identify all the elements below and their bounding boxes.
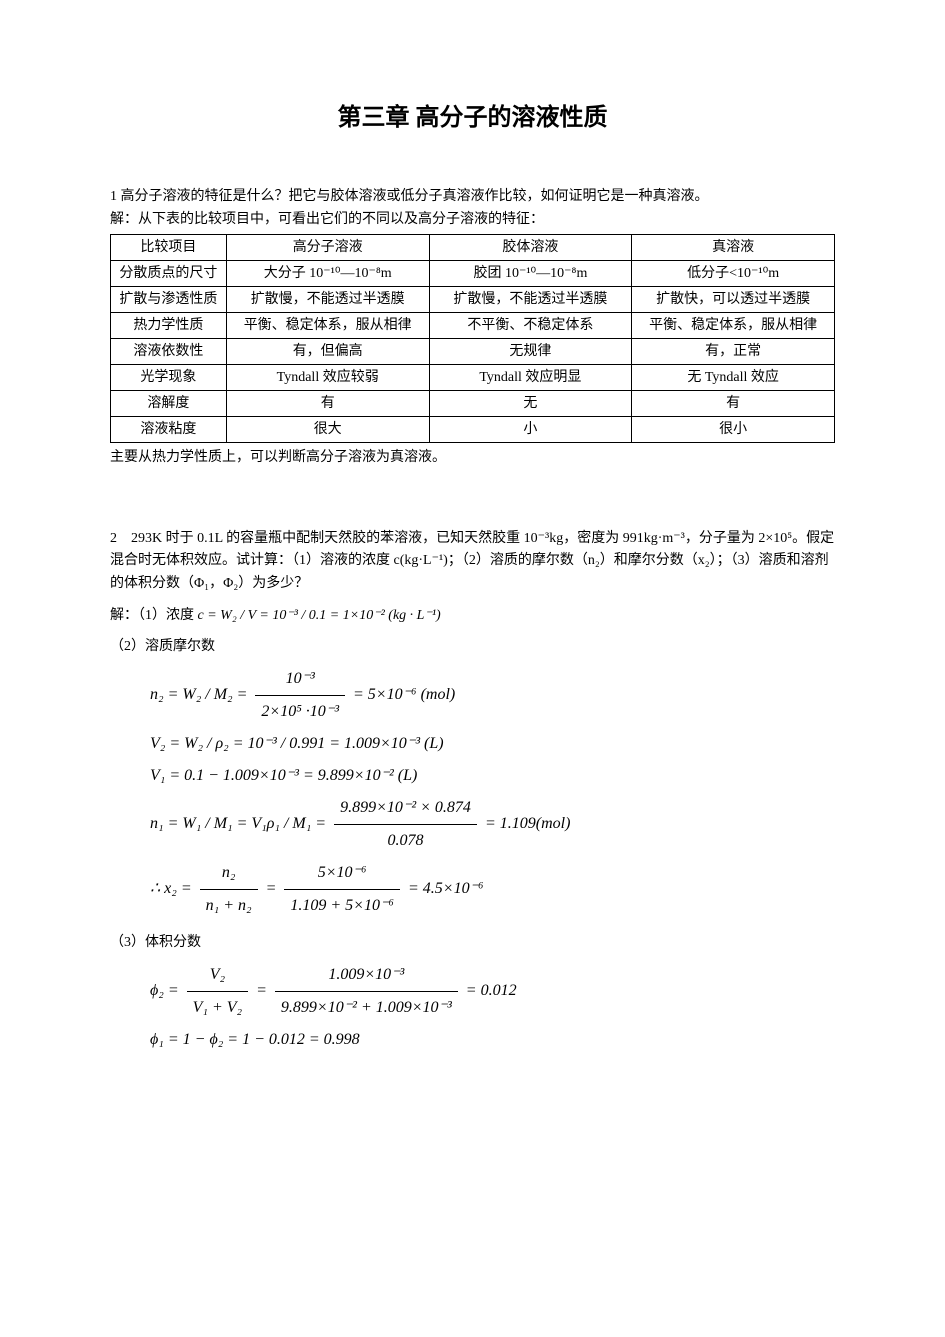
table-cell: 溶解度 [111, 391, 227, 417]
table-cell: 低分子<10⁻¹⁰m [632, 261, 835, 287]
numerator: n₂ [200, 857, 258, 890]
eq-rhs: = 4.5×10⁻⁶ [408, 880, 484, 897]
table-header-row: 比较项目 高分子溶液 胶体溶液 真溶液 [111, 235, 835, 261]
table-cell: Tyndall 效应明显 [429, 365, 632, 391]
table-header: 胶体溶液 [429, 235, 632, 261]
table-cell: 溶液粘度 [111, 417, 227, 443]
fraction: 5×10⁻⁶ 1.109 + 5×10⁻⁶ [284, 857, 400, 922]
table-row: 扩散与渗透性质 扩散慢，不能透过半透膜 扩散慢，不能透过半透膜 扩散快，可以透过… [111, 287, 835, 313]
equation-2e: ∴ x₂ = n₂ n₁ + n₂ = 5×10⁻⁶ 1.109 + 5×10⁻… [150, 857, 835, 922]
denominator: 0.078 [334, 825, 477, 857]
fraction: V₂ V₁ + V₂ [187, 959, 248, 1024]
eq-lhs: ∴ x₂ = [150, 880, 192, 897]
equation-3b: ϕ₁ = 1 − ϕ₂ = 1 − 0.012 = 0.998 [150, 1024, 835, 1056]
eq-rhs: = 5×10⁻⁶ (mol) [353, 686, 455, 703]
q2-section3-label: （3）体积分数 [110, 932, 835, 953]
table-cell: 无规律 [429, 339, 632, 365]
table-cell: 胶团 10⁻¹⁰—10⁻⁸m [429, 261, 632, 287]
table-row: 热力学性质 平衡、稳定体系，服从相律 不平衡、不稳定体系 平衡、稳定体系，服从相… [111, 313, 835, 339]
q1-prompt: 1 高分子溶液的特征是什么？把它与胶体溶液或低分子真溶液作比较，如何证明它是一种… [110, 186, 835, 207]
table-cell: 很大 [226, 417, 429, 443]
fraction: 1.009×10⁻³ 9.899×10⁻² + 1.009×10⁻³ [275, 959, 458, 1024]
table-cell: 有 [632, 391, 835, 417]
table-cell: 平衡、稳定体系，服从相律 [632, 313, 835, 339]
table-row: 溶解度 有 无 有 [111, 391, 835, 417]
eq-rhs: = 1.109(mol) [485, 815, 570, 832]
fraction: n₂ n₁ + n₂ [200, 857, 258, 922]
equation-3a: ϕ₂ = V₂ V₁ + V₂ = 1.009×10⁻³ 9.899×10⁻² … [150, 959, 835, 1024]
eq-lhs: ϕ₂ = [150, 982, 179, 999]
equation-2c: V₁ = 0.1 − 1.009×10⁻³ = 9.899×10⁻² (L) [150, 760, 835, 792]
q1-answer-intro: 解：从下表的比较项目中，可看出它们的不同以及高分子溶液的特征： [110, 209, 835, 230]
table-cell: 分散质点的尺寸 [111, 261, 227, 287]
q2-prompt: 2 293K 时于 0.1L 的容量瓶中配制天然胶的苯溶液，已知天然胶重 10⁻… [110, 528, 835, 595]
numerator: 1.009×10⁻³ [275, 959, 458, 992]
table-cell: 平衡、稳定体系，服从相律 [226, 313, 429, 339]
chapter-title: 第三章 高分子的溶液性质 [110, 100, 835, 136]
table-cell: 大分子 10⁻¹⁰—10⁻⁸m [226, 261, 429, 287]
table-cell: 热力学性质 [111, 313, 227, 339]
table-header: 真溶液 [632, 235, 835, 261]
table-cell: 无 [429, 391, 632, 417]
q1-conclusion: 主要从热力学性质上，可以判断高分子溶液为真溶液。 [110, 447, 835, 468]
table-cell: 扩散慢，不能透过半透膜 [226, 287, 429, 313]
table-cell: 溶液依数性 [111, 339, 227, 365]
table-cell: 不平衡、不稳定体系 [429, 313, 632, 339]
fraction: 9.899×10⁻² × 0.874 0.078 [334, 792, 477, 857]
label-text: 解：（1）浓度 [110, 608, 194, 623]
denominator: V₁ + V₂ [187, 992, 248, 1024]
denominator: n₁ + n₂ [200, 890, 258, 922]
equation-1: c = W₂ / V = 10⁻³ / 0.1 = 1×10⁻² (kg · L… [198, 608, 441, 623]
fraction: 10⁻³ 2×10⁵ ·10⁻³ [255, 663, 345, 728]
table-cell: 有 [226, 391, 429, 417]
eq-rhs: = 0.012 [466, 982, 517, 999]
table-row: 分散质点的尺寸 大分子 10⁻¹⁰—10⁻⁸m 胶团 10⁻¹⁰—10⁻⁸m 低… [111, 261, 835, 287]
equation-2b: V₂ = W₂ / ρ₂ = 10⁻³ / 0.991 = 1.009×10⁻³… [150, 728, 835, 760]
table-cell: 有，正常 [632, 339, 835, 365]
equation-2d: n₁ = W₁ / M₁ = V₁ρ₁ / M₁ = 9.899×10⁻² × … [150, 792, 835, 857]
table-cell: 很小 [632, 417, 835, 443]
numerator: 10⁻³ [255, 663, 345, 696]
table-cell: 扩散快，可以透过半透膜 [632, 287, 835, 313]
table-row: 光学现象 Tyndall 效应较弱 Tyndall 效应明显 无 Tyndall… [111, 365, 835, 391]
table-cell: 扩散慢，不能透过半透膜 [429, 287, 632, 313]
table-row: 溶液粘度 很大 小 很小 [111, 417, 835, 443]
table-header: 比较项目 [111, 235, 227, 261]
table-header: 高分子溶液 [226, 235, 429, 261]
table-cell: 扩散与渗透性质 [111, 287, 227, 313]
q2-section2-label: （2）溶质摩尔数 [110, 636, 835, 657]
table-cell: 小 [429, 417, 632, 443]
eq-mid: = [266, 880, 277, 897]
denominator: 9.899×10⁻² + 1.009×10⁻³ [275, 992, 458, 1024]
table-cell: Tyndall 效应较弱 [226, 365, 429, 391]
numerator: 5×10⁻⁶ [284, 857, 400, 890]
denominator: 2×10⁵ ·10⁻³ [255, 696, 345, 728]
math-block-3: ϕ₂ = V₂ V₁ + V₂ = 1.009×10⁻³ 9.899×10⁻² … [150, 959, 835, 1056]
table-cell: 光学现象 [111, 365, 227, 391]
eq-lhs: n₁ = W₁ / M₁ = V₁ρ₁ / M₁ = [150, 815, 326, 832]
numerator: V₂ [187, 959, 248, 992]
q2-solution-1-label: 解：（1）浓度 c = W₂ / V = 10⁻³ / 0.1 = 1×10⁻²… [110, 605, 835, 626]
table-cell: 无 Tyndall 效应 [632, 365, 835, 391]
table-cell: 有，但偏高 [226, 339, 429, 365]
equation-2a: n₂ = W₂ / M₂ = 10⁻³ 2×10⁵ ·10⁻³ = 5×10⁻⁶… [150, 663, 835, 728]
denominator: 1.109 + 5×10⁻⁶ [284, 890, 400, 922]
comparison-table: 比较项目 高分子溶液 胶体溶液 真溶液 分散质点的尺寸 大分子 10⁻¹⁰—10… [110, 234, 835, 443]
table-row: 溶液依数性 有，但偏高 无规律 有，正常 [111, 339, 835, 365]
numerator: 9.899×10⁻² × 0.874 [334, 792, 477, 825]
eq-lhs: n₂ = W₂ / M₂ = [150, 686, 247, 703]
math-block-2: n₂ = W₂ / M₂ = 10⁻³ 2×10⁵ ·10⁻³ = 5×10⁻⁶… [150, 663, 835, 922]
eq-mid: = [256, 982, 267, 999]
